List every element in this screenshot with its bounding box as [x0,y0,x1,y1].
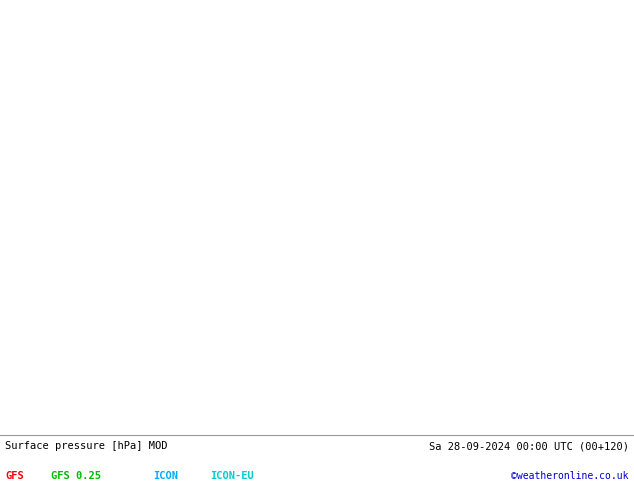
Text: GFS 0.25: GFS 0.25 [51,471,101,481]
Text: ICON: ICON [153,471,178,481]
Text: GFS: GFS [5,471,24,481]
Text: ICON-EU: ICON-EU [210,471,254,481]
Text: ©weatheronline.co.uk: ©weatheronline.co.uk [512,471,629,481]
Text: Surface pressure [hPa] MOD: Surface pressure [hPa] MOD [5,441,167,451]
Text: Sa 28-09-2024 00:00 UTC (00+120): Sa 28-09-2024 00:00 UTC (00+120) [429,441,629,451]
